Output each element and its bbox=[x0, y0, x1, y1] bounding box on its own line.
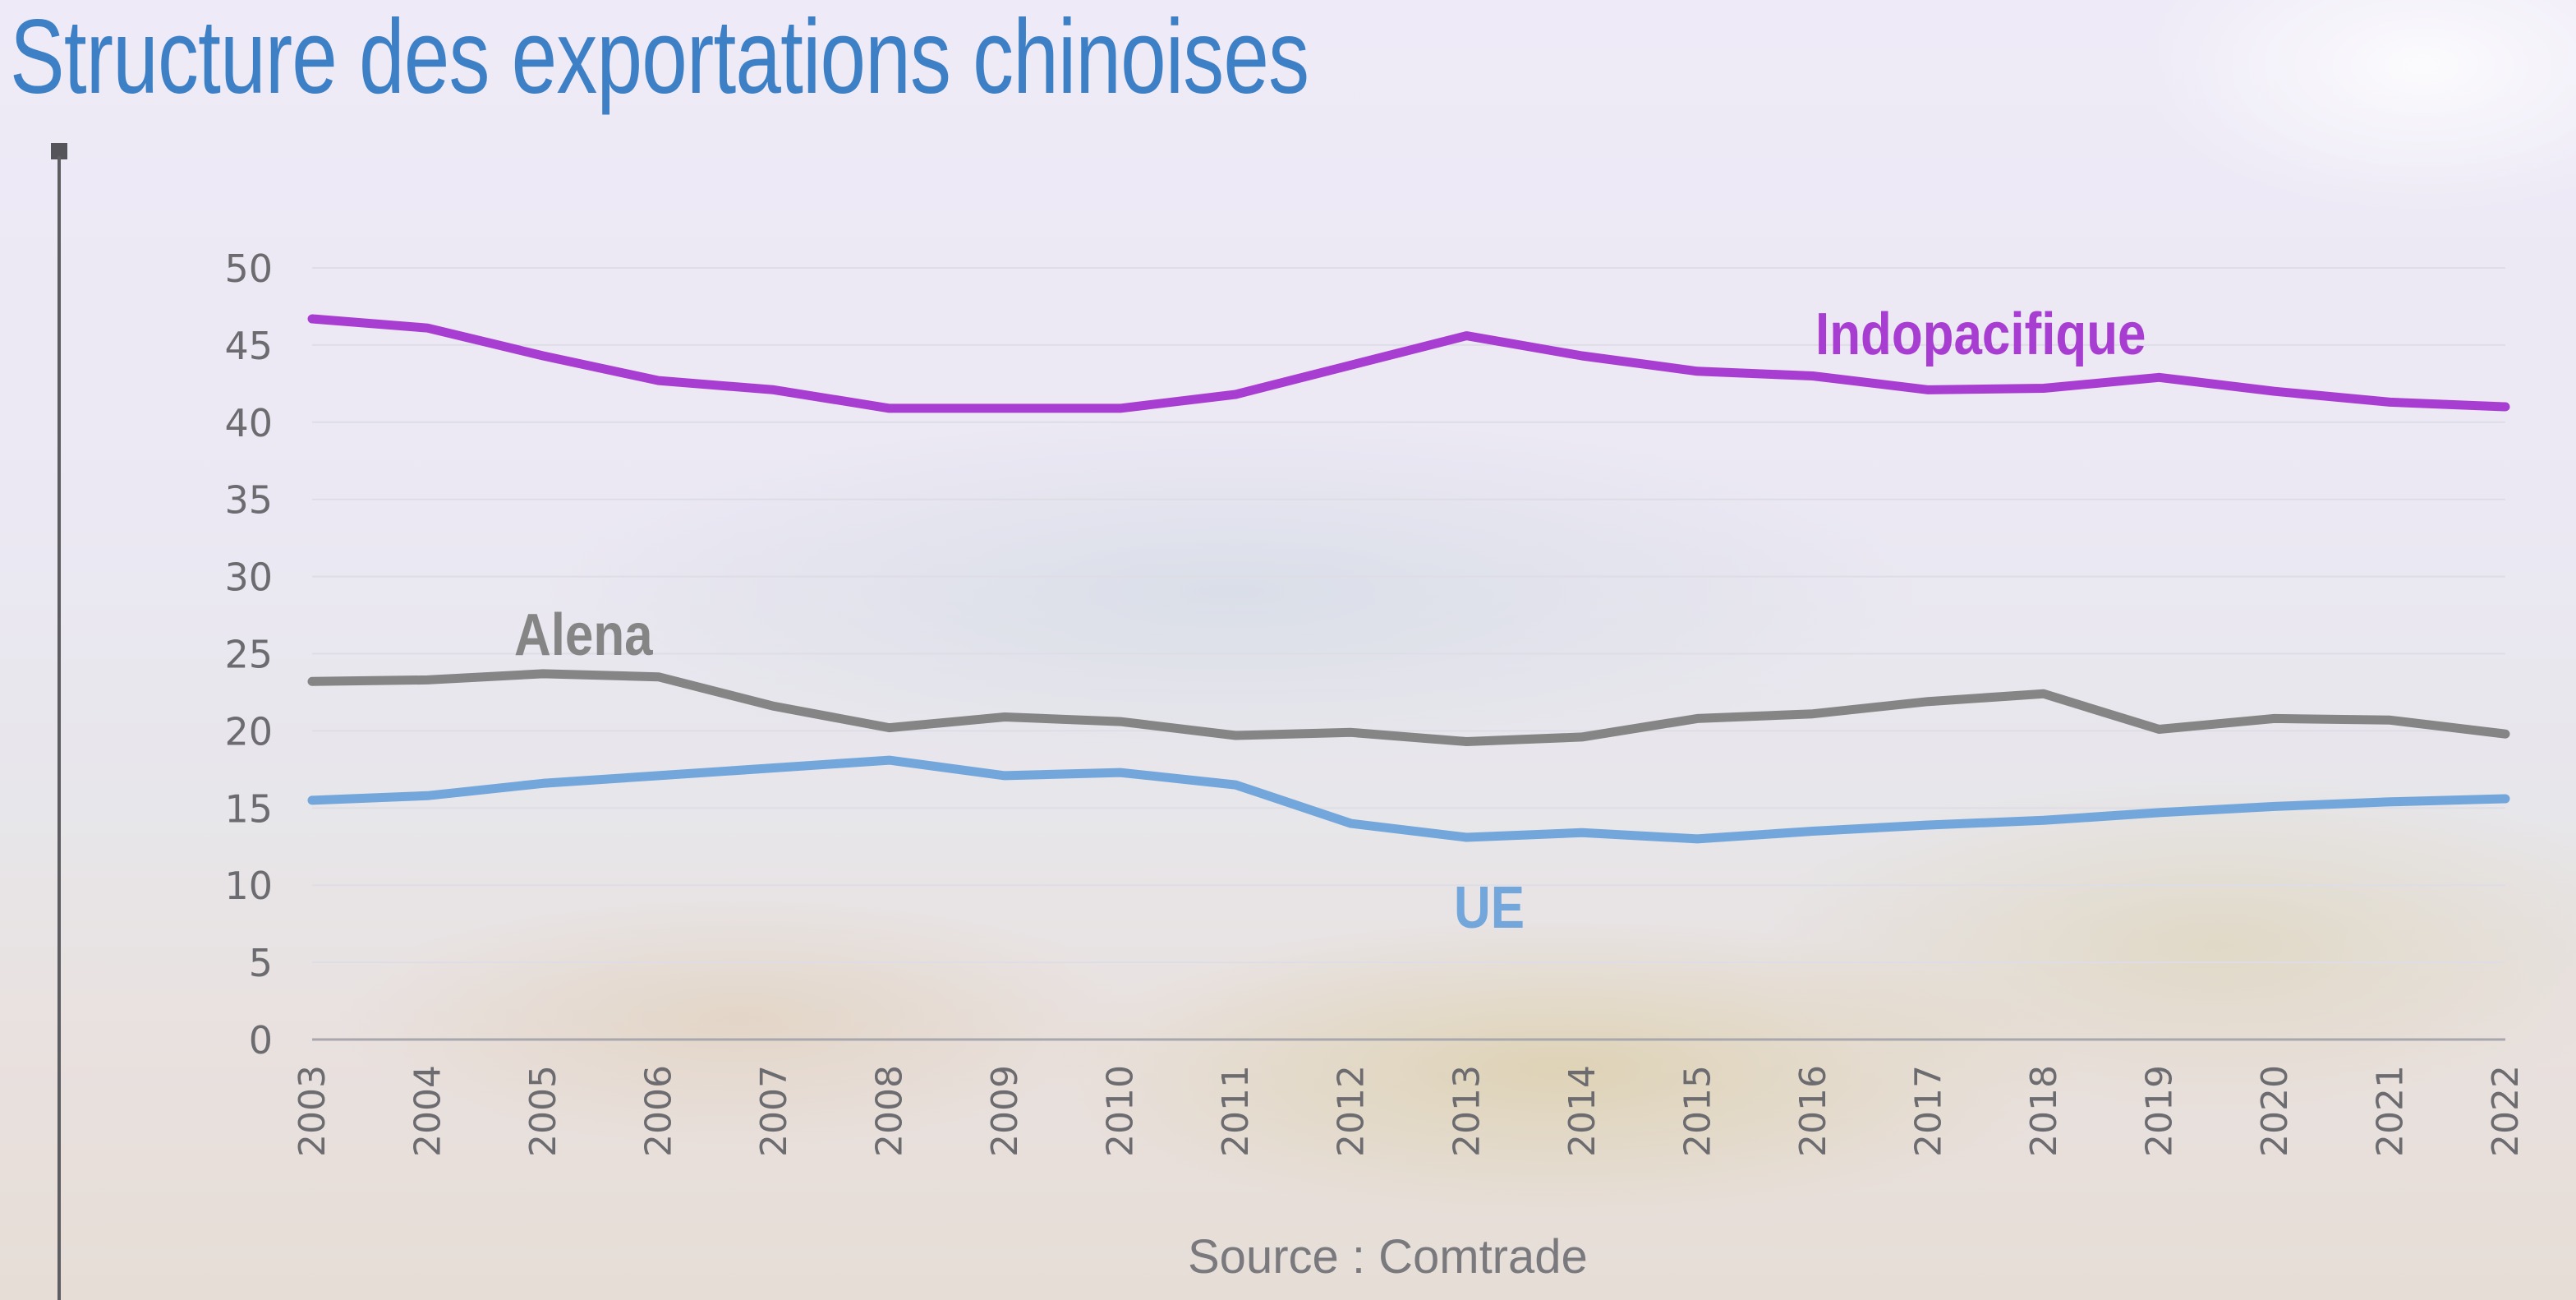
y-tick-label: 30 bbox=[224, 555, 273, 600]
series-lines bbox=[307, 314, 2510, 844]
series-line-alena bbox=[307, 669, 2510, 746]
y-tick-label: 45 bbox=[224, 324, 273, 368]
vertical-rule-cap bbox=[51, 143, 67, 159]
series-label-indopacifique: Indopacifique bbox=[1815, 302, 2146, 367]
chart-title: Structure des exportations chinoises bbox=[10, 0, 1309, 116]
y-tick-label: 10 bbox=[224, 864, 273, 908]
y-tick-label: 0 bbox=[249, 1018, 273, 1063]
x-axis-ticks: 2003 2004 2005 2006 2007 2008 2009 2010 2011 2012… bbox=[292, 1065, 2527, 1157]
y-tick-label: 15 bbox=[224, 786, 273, 831]
x-tick-label: 2019 bbox=[2138, 1065, 2180, 1157]
y-tick-label: 20 bbox=[224, 709, 273, 754]
x-tick-label: 2006 bbox=[638, 1065, 680, 1157]
x-tick-label: 2022 bbox=[2485, 1065, 2527, 1157]
y-tick-label: 35 bbox=[224, 478, 273, 523]
x-tick-label: 2011 bbox=[1215, 1065, 1257, 1157]
y-axis-ticks: 0 5 10 15 20 25 30 35 40 45 50 bbox=[224, 247, 273, 1063]
x-tick-label: 2005 bbox=[522, 1065, 564, 1157]
x-tick-label: 2007 bbox=[753, 1065, 795, 1157]
x-tick-label: 2008 bbox=[869, 1065, 911, 1157]
y-tick-label: 50 bbox=[224, 247, 273, 291]
x-tick-label: 2009 bbox=[984, 1065, 1026, 1157]
y-tick-label: 40 bbox=[224, 401, 273, 445]
x-tick-label: 2016 bbox=[1792, 1065, 1834, 1157]
x-tick-label: 2010 bbox=[1100, 1065, 1142, 1157]
source-note: Source : Comtrade bbox=[1188, 1230, 1588, 1284]
gridlines bbox=[312, 267, 2505, 1041]
x-tick-label: 2003 bbox=[292, 1065, 334, 1157]
x-tick-label: 2012 bbox=[1331, 1065, 1373, 1157]
series-label-alena: Alena bbox=[514, 602, 653, 668]
x-tick-label: 2013 bbox=[1446, 1065, 1488, 1157]
x-tick-label: 2018 bbox=[2023, 1065, 2065, 1157]
y-tick-label: 25 bbox=[224, 633, 273, 677]
series-label-ue: UE bbox=[1454, 875, 1525, 941]
y-tick-label: 5 bbox=[249, 941, 273, 985]
vertical-rule bbox=[58, 156, 61, 1300]
series-line-indopacifique bbox=[307, 314, 2510, 413]
x-tick-label: 2004 bbox=[407, 1065, 449, 1157]
x-tick-label: 2015 bbox=[1677, 1065, 1718, 1157]
x-tick-label: 2021 bbox=[2369, 1065, 2411, 1157]
x-tick-label: 2017 bbox=[1907, 1065, 1949, 1157]
series-line-ue bbox=[307, 755, 2510, 844]
x-tick-label: 2014 bbox=[1562, 1065, 1603, 1157]
x-tick-label: 2020 bbox=[2254, 1065, 2296, 1157]
